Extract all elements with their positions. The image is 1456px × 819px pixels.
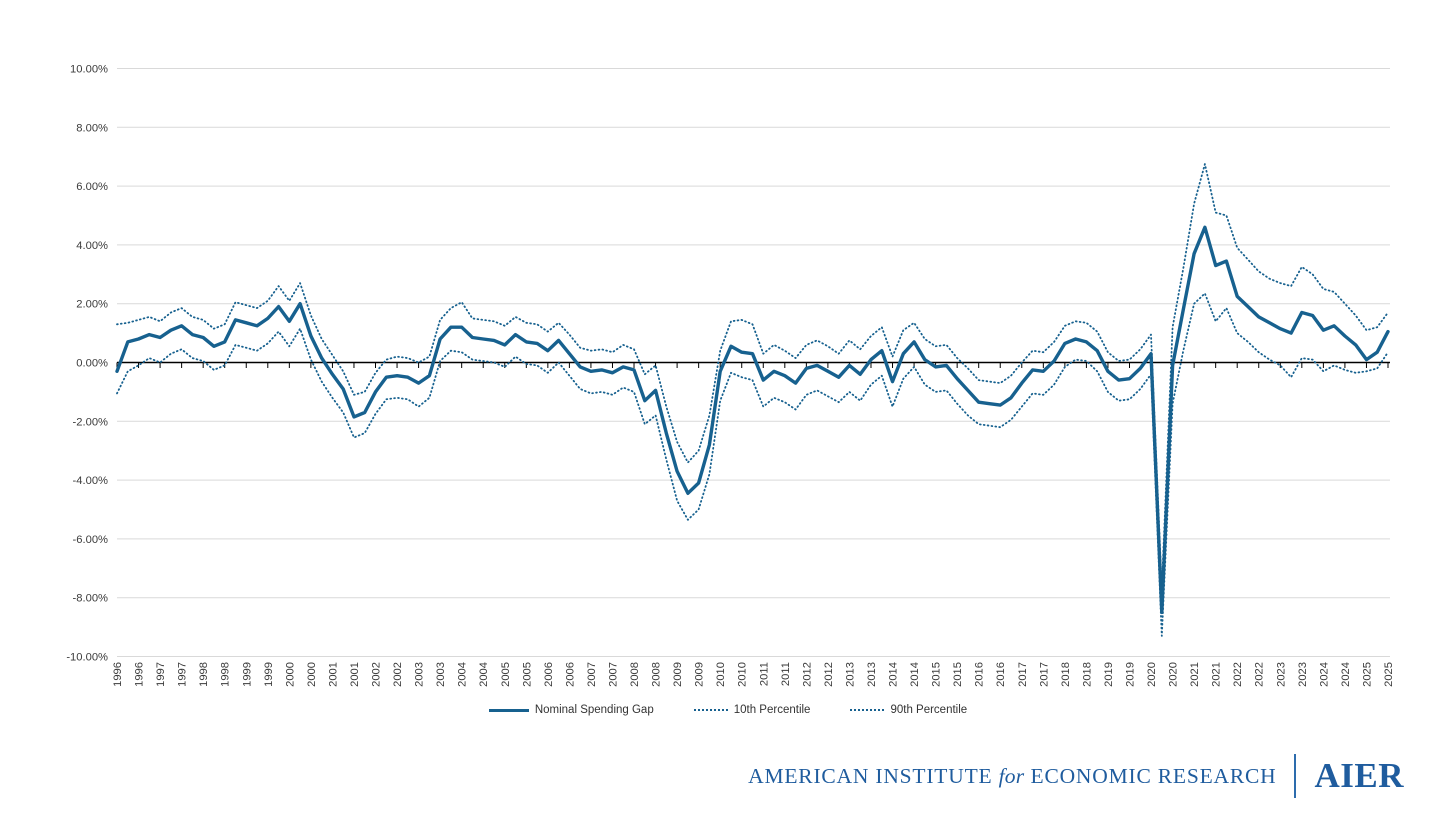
institute-name-part2: ECONOMIC RESEARCH [1030, 763, 1277, 788]
x-axis-label: 2008 [651, 662, 663, 687]
x-axis-label: 2000 [306, 662, 318, 687]
x-axis-label: 2017 [1017, 662, 1029, 687]
x-axis-label: 2006 [564, 662, 576, 687]
institute-name-for: for [998, 763, 1025, 788]
x-axis-label: 2007 [607, 662, 619, 687]
y-axis-label: -4.00% [73, 475, 108, 487]
y-axis-label: 6.00% [76, 181, 108, 193]
x-axis-label: 2011 [758, 662, 770, 686]
legend-label-nominal-spending-gap: Nominal Spending Gap [534, 704, 654, 716]
dotted-line-key-icon [850, 709, 885, 711]
x-axis-label: 2005 [521, 662, 533, 687]
x-axis-label: 2012 [823, 662, 835, 687]
y-axis-label: -10.00% [66, 652, 108, 664]
legend-item-nominal-spending-gap: Nominal Spending Gap [488, 704, 654, 716]
x-axis-label: 2011 [780, 662, 792, 686]
x-axis-label: 2020 [1146, 662, 1158, 687]
legend-item-90th-percentile: 90th Percentile [850, 704, 967, 716]
x-axis-label: 2012 [801, 662, 813, 687]
x-axis-label: 2022 [1232, 662, 1244, 687]
x-axis-label: 2013 [866, 662, 878, 687]
x-axis-label: 2016 [995, 662, 1007, 687]
x-axis-label: 2003 [435, 662, 447, 687]
solid-line-key-icon [488, 708, 529, 712]
x-axis-label: 2014 [909, 662, 921, 687]
legend-label-90th-percentile: 90th Percentile [890, 704, 968, 716]
x-axis-label: 2002 [392, 662, 404, 687]
x-axis-label: 2024 [1340, 662, 1352, 687]
aier-logo: AIER [1314, 756, 1404, 795]
x-axis-label: 1997 [177, 662, 189, 687]
y-axis-label: -8.00% [73, 593, 108, 605]
series-nominal-spending-gap [115, 225, 1390, 615]
x-axis-label: 2018 [1081, 662, 1093, 687]
x-axis-label: 2025 [1383, 662, 1395, 687]
x-axis-label: 2023 [1275, 662, 1287, 687]
x-axis-label: 2006 [543, 662, 555, 687]
x-axis-label: 2018 [1060, 662, 1072, 687]
x-axis-label: 2002 [371, 662, 383, 687]
series-10th-percentile [116, 292, 1389, 637]
y-axis-label: 2.00% [76, 299, 108, 311]
x-axis-label: 2009 [672, 662, 684, 687]
dotted-line-key-icon [693, 709, 728, 711]
legend-item-10th-percentile: 10th Percentile [693, 704, 811, 716]
y-axis-label: -2.00% [73, 416, 108, 428]
institute-name-part1: AMERICAN INSTITUTE [748, 763, 993, 788]
x-axis-label: 2022 [1254, 662, 1266, 687]
x-axis-label: 2021 [1211, 662, 1223, 687]
x-axis-label: 2024 [1318, 662, 1330, 687]
x-axis-label: 2017 [1038, 662, 1050, 687]
x-axis-label: 2001 [327, 662, 339, 687]
x-axis-label: 2010 [737, 662, 749, 687]
y-axis-label: 10.00% [70, 64, 108, 76]
x-axis-label: 2004 [478, 662, 490, 687]
x-axis-label: 1996 [134, 662, 146, 687]
x-axis-label: 2025 [1361, 662, 1373, 687]
x-axis-label: 1998 [220, 662, 232, 687]
x-axis-label: 2016 [974, 662, 986, 687]
x-axis-label: 1996 [112, 662, 124, 687]
x-axis-label: 2010 [715, 662, 727, 687]
x-axis-label: 2000 [284, 662, 296, 687]
footer-divider [1294, 754, 1297, 798]
x-axis-label: 2014 [888, 662, 900, 687]
y-axis-label: 4.00% [76, 240, 108, 252]
x-axis-label: 2004 [457, 662, 469, 687]
x-axis-label: 2013 [844, 662, 856, 687]
chart-legend: Nominal Spending Gap 10th Percentile 90t… [0, 704, 1456, 716]
x-axis-label: 2019 [1124, 662, 1136, 687]
series-90th-percentile [116, 163, 1389, 590]
x-axis-label: 2007 [586, 662, 598, 687]
x-axis-label: 2020 [1168, 662, 1180, 687]
x-axis-label: 2003 [414, 662, 426, 687]
x-axis-label: 2009 [694, 662, 706, 687]
x-axis-label: 1998 [198, 662, 210, 687]
x-axis-label: 2015 [952, 662, 964, 687]
x-axis-label: 2019 [1103, 662, 1115, 687]
x-axis-label: 1999 [241, 662, 253, 687]
x-axis-label: 2015 [931, 662, 943, 687]
aier-footer-brand: AMERICAN INSTITUTE for ECONOMIC RESEARCH… [748, 754, 1404, 798]
x-axis-label: 2021 [1189, 662, 1201, 687]
x-axis-label: 2008 [629, 662, 641, 687]
x-axis-label: 2005 [500, 662, 512, 687]
x-axis-label: 1999 [263, 662, 275, 687]
y-axis-label: -6.00% [73, 534, 108, 546]
y-axis-label: 8.00% [76, 122, 108, 134]
legend-label-10th-percentile: 10th Percentile [733, 704, 811, 716]
y-axis-label: 0.00% [76, 358, 108, 370]
x-axis-label: 2001 [349, 662, 361, 687]
institute-name: AMERICAN INSTITUTE for ECONOMIC RESEARCH [748, 764, 1276, 789]
x-axis-label: 2023 [1297, 662, 1309, 687]
x-axis-label: 1997 [155, 662, 167, 687]
